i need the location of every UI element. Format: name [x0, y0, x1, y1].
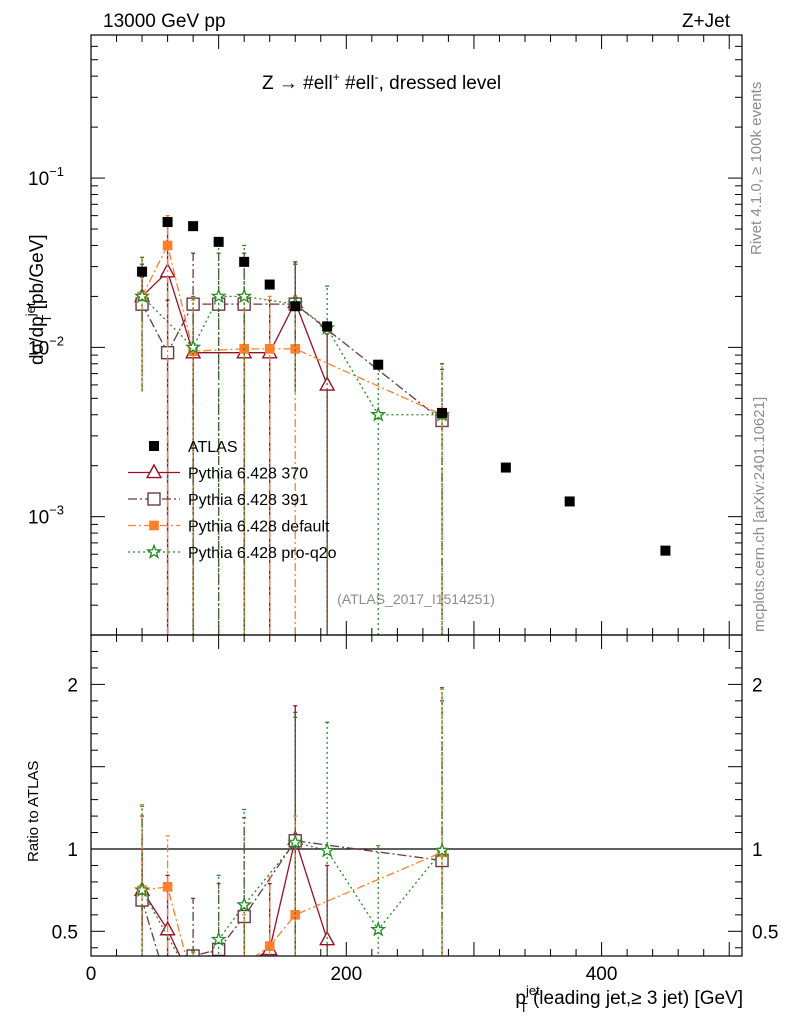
legend-marker [149, 441, 159, 451]
atlas-data-point [188, 221, 199, 232]
energy-title: 13000 GeV pp [103, 11, 226, 32]
legend: ATLAS Pythia 6.428 370 Pythia 6.428 391 Pyt… [128, 439, 337, 562]
series-3-ratio-line [141, 841, 443, 956]
rivet-label: Rivet 4.1.0, ≥ 100k events [748, 82, 765, 255]
series-1-line [141, 303, 443, 421]
series-0-ratio-point [186, 976, 200, 989]
ratio-panel-data [91, 687, 742, 992]
x-tick-label: 200 [330, 964, 362, 985]
series-3-ratio-point [187, 976, 200, 988]
series-3-ratio-point [210, 931, 227, 947]
atlas-data-point [373, 359, 384, 370]
series-3-ratio-point [433, 842, 451, 858]
series-2-ratio-point [240, 960, 249, 969]
series-2-point [264, 344, 275, 354]
series-3-point [210, 287, 227, 304]
atlas-data-point [660, 545, 671, 556]
series-3-point [370, 406, 387, 422]
ratio-tick-label-left: 2 [67, 675, 78, 696]
y-tick-label: 10−3 [28, 503, 64, 529]
legend-label: ATLAS [188, 439, 238, 456]
atlas-data-point [564, 496, 575, 507]
series-2-ratio-point [162, 882, 173, 892]
series-3-point [236, 287, 253, 304]
series-3-ratio-point [287, 833, 304, 850]
ratio-y-axis-title: Ratio to ATLAS [25, 761, 42, 862]
series-2-ratio-point [189, 980, 198, 989]
series-0-ratio-point [237, 958, 251, 971]
series-3-line [141, 295, 443, 416]
atlas-data-point [437, 407, 448, 418]
legend-label: Pythia 6.428 default [188, 519, 330, 536]
main-panel-data [133, 214, 671, 635]
ratio-tick-label-right: 2 [752, 675, 763, 696]
legend-marker [145, 543, 163, 559]
process-label: Z → #ell+ #ell-, dressed level [262, 70, 501, 94]
x-axis-title: pjet T (leading jet,≥ 3 jet) [GeV] [515, 983, 743, 1015]
legend-label: Pythia 6.428 pro-q2o [188, 545, 337, 562]
atlas-data-point [137, 266, 148, 277]
series-3-ratio-point [319, 842, 336, 858]
series-2-line [141, 243, 443, 416]
series-3-ratio-point [236, 896, 253, 912]
x-tick-label: 0 [86, 964, 97, 985]
series-2-point [162, 240, 173, 251]
y-tick-label: 10−1 [28, 164, 64, 190]
legend-label: Pythia 6.428 370 [188, 466, 308, 483]
analysis-id: (ATLAS_2017_I1514251) [337, 591, 495, 607]
series-0-line [141, 270, 328, 386]
legend-marker [147, 492, 161, 506]
atlas-data-point [290, 301, 301, 312]
process-title: Z+Jet [682, 11, 731, 32]
ratio-tick-label-right: 0.5 [752, 922, 778, 943]
ratio-frame [90, 634, 743, 957]
x-tick-label: 400 [586, 964, 618, 985]
series-2-ratio-point [264, 941, 275, 951]
legend-marker [149, 520, 159, 531]
mcplots-label: mcplots.cern.ch [arXiv:2401.10621] [751, 397, 768, 632]
ratio-tick-label-left: 0.5 [52, 922, 78, 943]
atlas-data-point [239, 256, 250, 267]
series-3-ratio-point [133, 881, 151, 898]
series-1-ratio-point [162, 980, 174, 992]
ratio-tick-label-right: 1 [752, 840, 763, 861]
series-3-point [133, 287, 151, 304]
series-3-ratio-point [370, 921, 387, 937]
atlas-data-point [500, 462, 511, 473]
legend-label: Pythia 6.428 391 [188, 492, 308, 509]
legend-marker [145, 463, 163, 479]
main-y-axis-title: dσ/dpjetT [pb/GeV] [23, 234, 54, 365]
ratio-tick-label-left: 1 [67, 840, 78, 861]
atlas-data-point [213, 236, 224, 247]
atlas-data-point [264, 279, 275, 290]
atlas-data-point [322, 321, 333, 332]
series-3-point [185, 338, 202, 355]
atlas-data-point [162, 217, 173, 228]
y-tick-label: 10−2 [28, 333, 64, 359]
axes-layer: 0 200 400 10−1 10−2 10−3 0.5 0.5 1 1 2 2 [28, 35, 778, 985]
